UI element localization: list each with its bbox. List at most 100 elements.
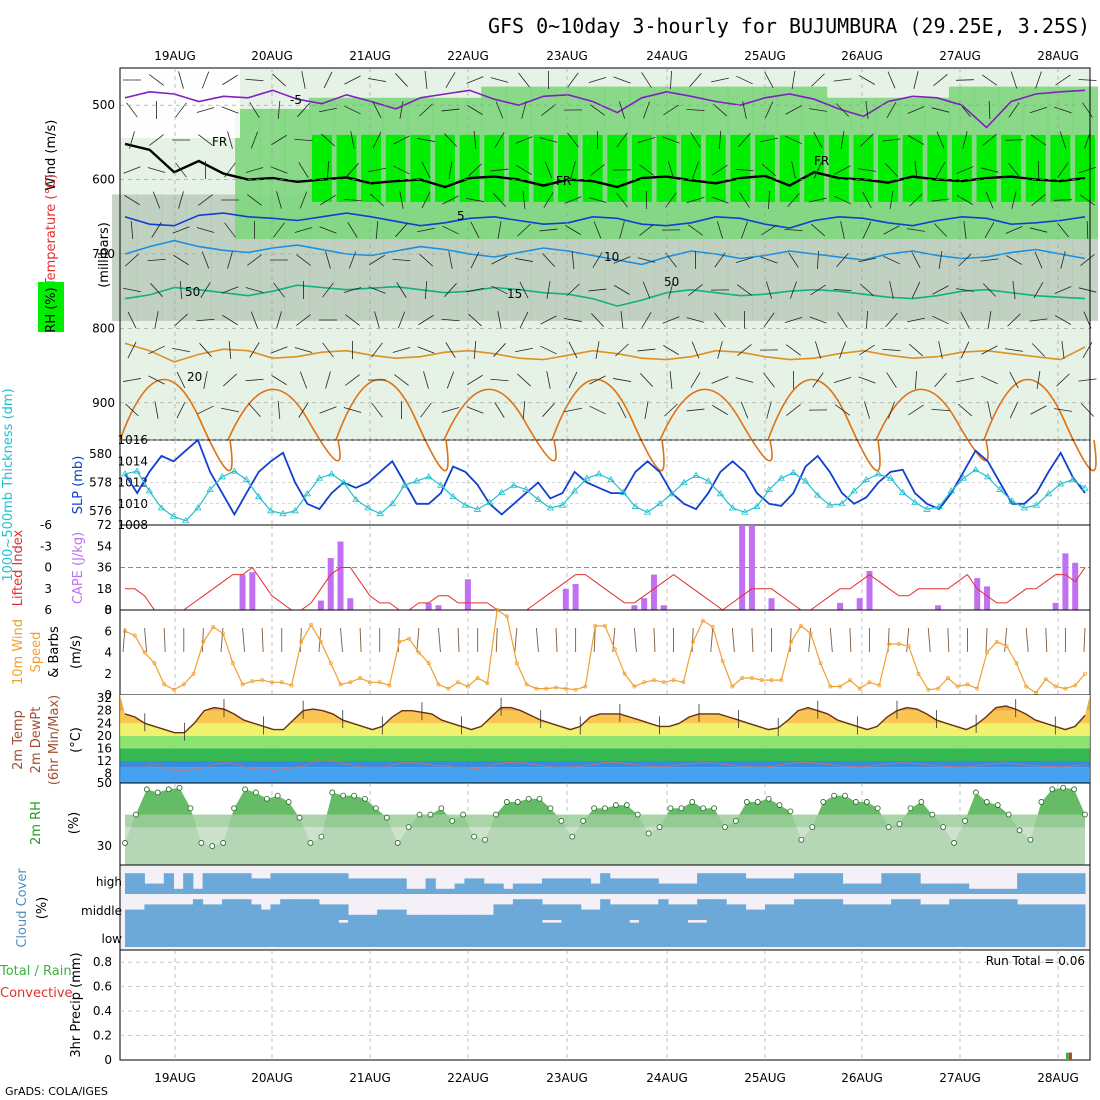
wind-barb bbox=[570, 161, 576, 179]
pressure-tick: 700 bbox=[92, 247, 115, 261]
rh-marker bbox=[362, 795, 368, 802]
wind-barb bbox=[956, 288, 974, 292]
wind-ylabel: 10m Wind bbox=[11, 619, 26, 685]
wind-barb bbox=[686, 317, 705, 323]
cloud-middle-cell bbox=[415, 914, 427, 920]
wind-barb bbox=[277, 100, 281, 120]
wind-barb bbox=[1004, 139, 1024, 141]
wind-barb bbox=[1078, 378, 1097, 382]
wind-barb-10m bbox=[593, 627, 596, 653]
cloud-high-cell bbox=[396, 878, 407, 894]
cloud-middle-cell bbox=[260, 909, 271, 920]
cape-bar bbox=[1072, 562, 1079, 610]
wind-barb bbox=[643, 101, 650, 119]
wind-barb bbox=[245, 378, 264, 382]
cape-bar bbox=[650, 574, 657, 610]
precip-tick: 0.8 bbox=[93, 955, 112, 969]
top-date-label: 27AUG bbox=[939, 49, 981, 63]
cloud-middle-cell bbox=[571, 904, 582, 920]
cloud-middle-cell bbox=[144, 904, 155, 920]
rh-very-high-area bbox=[1050, 134, 1071, 202]
rh-marker bbox=[831, 792, 837, 799]
cloud-high-cell bbox=[600, 873, 611, 894]
cloud-middle-cell bbox=[823, 899, 834, 920]
rh-marker bbox=[853, 799, 859, 805]
rh-marker bbox=[482, 836, 488, 843]
cloud-middle-cell bbox=[988, 899, 999, 920]
wind-speed-marker bbox=[710, 625, 715, 629]
wind-barb bbox=[613, 256, 631, 264]
wind-barb bbox=[987, 311, 992, 329]
wind-barb bbox=[837, 312, 848, 328]
wind-barb bbox=[988, 100, 991, 120]
wind-barb bbox=[491, 285, 508, 295]
cloud-middle-cell bbox=[949, 899, 960, 920]
temp-line bbox=[124, 705, 1086, 734]
wind-barb bbox=[320, 194, 336, 206]
wind-barb bbox=[227, 251, 233, 269]
wind-barb bbox=[690, 132, 701, 148]
wind-speed-marker bbox=[994, 639, 999, 644]
lifted-index-line bbox=[125, 566, 1086, 611]
isotherm-25 bbox=[443, 388, 557, 462]
cloud-low-cell bbox=[600, 920, 611, 947]
cloud-low-cell bbox=[367, 920, 378, 947]
contour-label: 20 bbox=[187, 370, 202, 384]
wind-barb bbox=[938, 251, 943, 269]
cloud-middle-cell bbox=[357, 914, 368, 920]
cloud-high-cell bbox=[154, 883, 165, 894]
wind-speed-marker bbox=[495, 608, 500, 612]
wind-barb bbox=[564, 407, 582, 413]
cloud-high-cell bbox=[861, 883, 873, 894]
thickness-marker bbox=[886, 474, 895, 481]
wind-speed-marker bbox=[524, 682, 529, 687]
cloud-middle-cell bbox=[309, 899, 320, 920]
wind-barb bbox=[760, 256, 778, 264]
wind-barb bbox=[618, 101, 626, 119]
temp-ylabel: 2m Temp bbox=[11, 710, 26, 770]
wind-barb bbox=[299, 371, 308, 389]
wind-barb bbox=[689, 72, 702, 88]
wind-barb bbox=[813, 131, 823, 149]
wind-barb bbox=[343, 198, 362, 202]
wind-barb bbox=[887, 71, 896, 89]
cape-bar bbox=[984, 586, 991, 610]
wind-barb bbox=[640, 373, 653, 387]
wind-barb bbox=[546, 371, 551, 389]
wind-barb bbox=[497, 311, 502, 329]
isotherm-10 bbox=[124, 239, 1086, 266]
cloud-high-cell bbox=[755, 878, 766, 894]
wind-barb bbox=[668, 281, 674, 299]
cloud-high-cell bbox=[144, 883, 155, 894]
temp-band bbox=[120, 767, 1090, 783]
thickness-marker bbox=[570, 487, 579, 494]
thickness-line bbox=[124, 469, 1086, 522]
rh-marker bbox=[1049, 786, 1056, 793]
wind-barb bbox=[369, 254, 385, 266]
cloud-high-cell bbox=[493, 883, 504, 894]
wind-barb bbox=[199, 343, 212, 357]
cloud-middle-cell bbox=[503, 904, 514, 920]
wind-barb bbox=[665, 252, 677, 268]
cloud-high-cell bbox=[367, 878, 378, 894]
wind-barb bbox=[444, 133, 457, 147]
cloud-middle-cell bbox=[154, 904, 165, 920]
wind-barb bbox=[1057, 222, 1069, 238]
thickness-marker bbox=[801, 477, 810, 484]
wind-barb bbox=[835, 103, 850, 117]
thickness-marker bbox=[315, 474, 324, 481]
wind-speed-marker bbox=[603, 623, 607, 628]
cloud-low-cell bbox=[794, 920, 805, 947]
cloud-low-cell bbox=[483, 920, 494, 947]
wind-barb bbox=[374, 311, 380, 329]
rh-very-high-area bbox=[582, 134, 603, 202]
wind-barb bbox=[931, 408, 950, 412]
wind-barb bbox=[1029, 227, 1048, 233]
wind-barb bbox=[470, 221, 480, 239]
wind-barb bbox=[129, 131, 135, 149]
chart-title: GFS 0~10day 3-hourly for BUJUMBURA (29.2… bbox=[488, 14, 1090, 38]
wind-barb bbox=[123, 287, 141, 293]
wind-barb bbox=[1029, 106, 1048, 114]
wind-barb bbox=[197, 405, 214, 415]
cloud-middle-cell bbox=[270, 904, 281, 920]
